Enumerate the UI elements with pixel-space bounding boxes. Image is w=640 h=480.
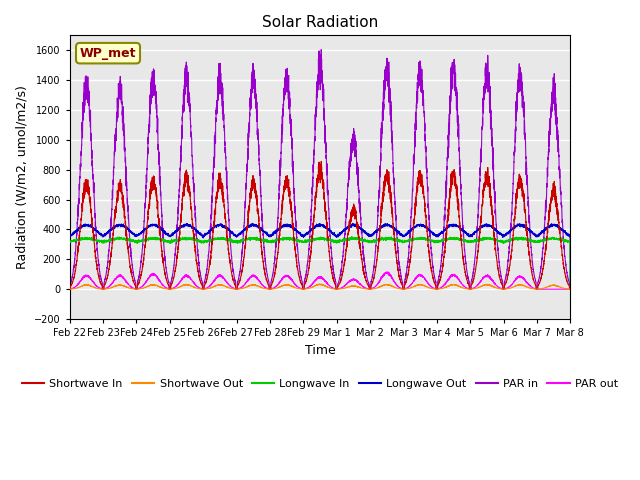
X-axis label: Time: Time bbox=[305, 344, 335, 357]
Text: WP_met: WP_met bbox=[80, 47, 136, 60]
Y-axis label: Radiation (W/m2, umol/m2/s): Radiation (W/m2, umol/m2/s) bbox=[15, 85, 29, 269]
Title: Solar Radiation: Solar Radiation bbox=[262, 15, 378, 30]
Legend: Shortwave In, Shortwave Out, Longwave In, Longwave Out, PAR in, PAR out: Shortwave In, Shortwave Out, Longwave In… bbox=[17, 374, 623, 393]
